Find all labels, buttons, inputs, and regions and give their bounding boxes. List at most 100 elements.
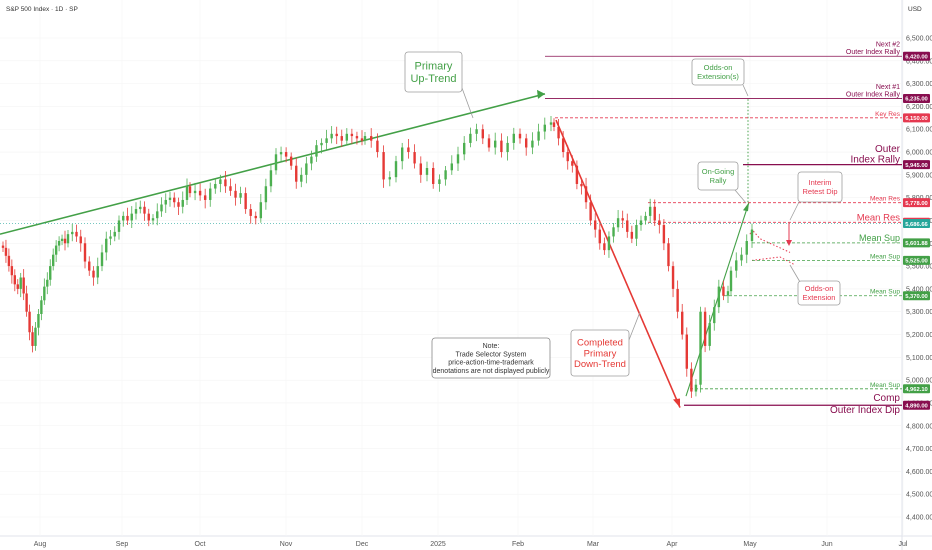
candle-body	[376, 140, 379, 153]
candle-body	[561, 138, 565, 153]
callout-pointer	[789, 264, 801, 283]
callout-pointer	[628, 311, 641, 341]
candle-body	[244, 193, 247, 210]
candle-body	[284, 152, 288, 157]
price-tag: 5,370.00	[903, 291, 930, 301]
price-tag-bg	[903, 238, 930, 248]
price-tag-bg	[903, 400, 930, 410]
price-tag-bg	[903, 198, 930, 208]
candle-body	[345, 133, 349, 141]
candle-body	[63, 238, 67, 244]
y-tick-label: 4,500.00	[906, 492, 932, 499]
price-tag: 4,890.00	[903, 400, 930, 410]
candle-body	[126, 215, 129, 221]
candle-body	[388, 177, 391, 180]
level-label: Mean Sup	[870, 253, 900, 260]
price-tag: 5,778.00	[903, 198, 930, 208]
level-label: Key Res	[875, 111, 901, 118]
candle-body	[34, 327, 37, 346]
candle-body	[151, 218, 155, 221]
callout-text: On-Going Rally	[702, 167, 735, 185]
candle-body	[713, 307, 716, 324]
price-tag: 6,150.00	[903, 113, 930, 123]
candle-body	[79, 236, 82, 244]
uptrend-arrowhead	[537, 89, 545, 99]
rally-arrowhead	[743, 202, 749, 212]
candle-body	[83, 243, 87, 262]
price-tag-bg	[903, 113, 930, 123]
candle-body	[735, 260, 738, 271]
candle-body	[703, 311, 707, 346]
candle-body	[109, 236, 112, 239]
candle-body	[580, 183, 583, 187]
x-tick-label: 2025	[430, 541, 446, 548]
candle-body	[164, 199, 167, 205]
callout-box	[797, 280, 841, 306]
candle-body	[100, 252, 104, 267]
candle-body	[370, 136, 373, 141]
price-tag: 4,962.10	[903, 384, 930, 394]
candle-body	[13, 275, 17, 285]
candle-body	[360, 138, 364, 141]
callout-pointer	[789, 201, 800, 221]
candle-body	[729, 270, 733, 292]
callout-pointer	[461, 87, 474, 119]
y-tick-label: 5,900.00	[906, 172, 932, 179]
candle-body	[60, 238, 64, 242]
candle-body	[1, 245, 5, 248]
x-axis[interactable]: Aug Sep Oct Nov Dec 2025 Feb Mar Apr May Jun Jul	[34, 541, 908, 548]
level-label: Mean Sup	[870, 382, 900, 389]
callout-box	[697, 161, 739, 191]
callout-pointer	[742, 84, 749, 97]
candle-body	[51, 254, 55, 267]
completed-downtrend-callout: Completed Primary Down-Trend	[570, 311, 641, 377]
candle-body	[463, 142, 466, 155]
candle-body	[350, 133, 354, 137]
candle-body	[71, 231, 74, 235]
candle-body	[173, 197, 176, 203]
candle-body	[589, 202, 592, 221]
ongoing-rally-line	[685, 202, 750, 397]
candle-body	[28, 311, 31, 333]
candle-body	[310, 156, 313, 164]
callout-box	[570, 329, 630, 377]
candle-body	[320, 142, 323, 146]
level-label: Mean Res	[857, 212, 901, 223]
candle-body	[203, 195, 207, 200]
candle-body	[621, 218, 624, 221]
candle-body	[722, 286, 725, 296]
odds-on-extension-callout: Odds-on Extension	[789, 264, 841, 306]
downtrend-arrowhead	[673, 398, 680, 408]
candle-body	[156, 211, 159, 219]
candle-body	[259, 202, 263, 219]
price-tag-bg	[903, 255, 930, 265]
y-axis[interactable]: 6,500.00 6,400.00 6,300.00 6,200.00 6,100.00…	[903, 36, 932, 522]
candle-body	[49, 266, 52, 280]
candle-body	[147, 213, 150, 221]
primary-uptrend-line	[0, 93, 546, 235]
candle-body	[122, 215, 125, 221]
candle-body	[456, 154, 460, 164]
trend-lines	[0, 89, 796, 408]
candle-body	[438, 179, 441, 184]
candle-body	[335, 133, 338, 137]
candle-body	[667, 243, 670, 267]
candle-body	[40, 300, 43, 314]
candle-body	[450, 163, 453, 171]
candle-body	[31, 332, 34, 346]
x-tick-label: Dec	[356, 541, 369, 548]
candle-body	[37, 313, 40, 328]
candle-body	[518, 133, 522, 139]
candle-body	[681, 311, 684, 335]
x-tick-label: Nov	[280, 541, 293, 548]
y-tick-label: 5,100.00	[906, 355, 932, 362]
candle-body	[537, 131, 540, 141]
price-tag-bg	[903, 160, 930, 170]
candle-body	[300, 174, 303, 182]
callout-box	[404, 51, 463, 93]
candle-body	[75, 231, 78, 237]
candle-body	[105, 238, 108, 253]
interim-retest-dip-callout: Interim Retest Dip	[789, 171, 843, 221]
candle-body	[305, 163, 308, 175]
level-label: Mean Res	[870, 196, 901, 203]
